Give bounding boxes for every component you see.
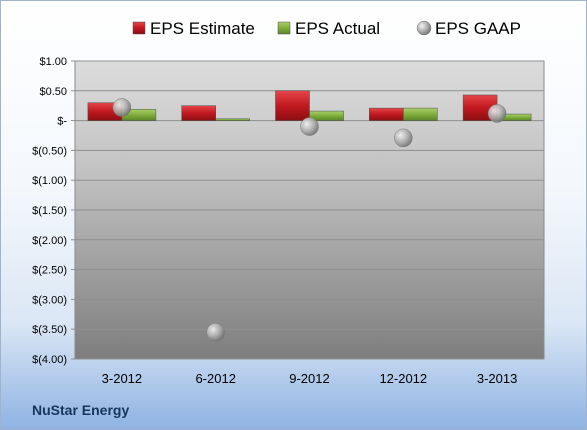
legend-marker-eps-gaap (416, 20, 432, 36)
x-tick-label: 3-2012 (102, 371, 142, 386)
bar-eps-actual (309, 110, 344, 121)
point-eps-gaap (112, 98, 132, 117)
bar-eps-estimate (369, 107, 404, 121)
bar-eps-actual (403, 107, 438, 121)
y-tick-label: $(2.50) (32, 265, 67, 277)
legend-marker-eps-estimate (132, 21, 146, 35)
bars (87, 90, 532, 121)
legend-marker-eps-actual (277, 21, 291, 35)
y-tick-label: $(1.50) (32, 205, 67, 217)
x-tick-label: 9-2012 (289, 371, 329, 386)
y-tick-label: $1.00 (39, 56, 67, 68)
y-axis-ticks: $1.00 $0.50 $- $(0.50) $(1.00) $(1.50) $(2.00)… (32, 56, 67, 366)
y-tick-label: $(3.50) (32, 324, 67, 336)
point-eps-gaap (487, 104, 507, 123)
y-tick-label: $(0.50) (32, 145, 67, 157)
bar-eps-actual (215, 118, 250, 121)
x-tick-label: 3-2013 (477, 371, 517, 386)
legend: EPS Estimate EPS Actual EPS GAAP (132, 19, 521, 38)
bar-eps-estimate (181, 105, 216, 121)
y-tick-label: $(3.00) (32, 294, 67, 306)
legend-label: EPS Actual (295, 19, 380, 38)
x-axis-ticks: 3-2012 6-2012 9-2012 12-2012 3-2013 (102, 371, 518, 386)
x-tick-label: 12-2012 (379, 371, 427, 386)
point-eps-gaap (206, 322, 225, 342)
y-tick-label: $(2.00) (32, 235, 67, 247)
y-tick-label: $(4.00) (32, 354, 67, 366)
x-tick-label: 6-2012 (195, 371, 235, 386)
point-eps-gaap (300, 117, 319, 136)
bar-eps-estimate (275, 90, 310, 121)
legend-label: EPS GAAP (435, 19, 521, 38)
legend-label: EPS Estimate (150, 19, 255, 38)
company-name: NuStar Energy (32, 402, 130, 418)
gaap-points (112, 98, 507, 342)
y-tick-label: $- (57, 116, 67, 128)
point-eps-gaap (394, 128, 413, 148)
y-tick-label: $0.50 (39, 86, 67, 98)
y-tick-label: $(1.00) (32, 175, 67, 187)
